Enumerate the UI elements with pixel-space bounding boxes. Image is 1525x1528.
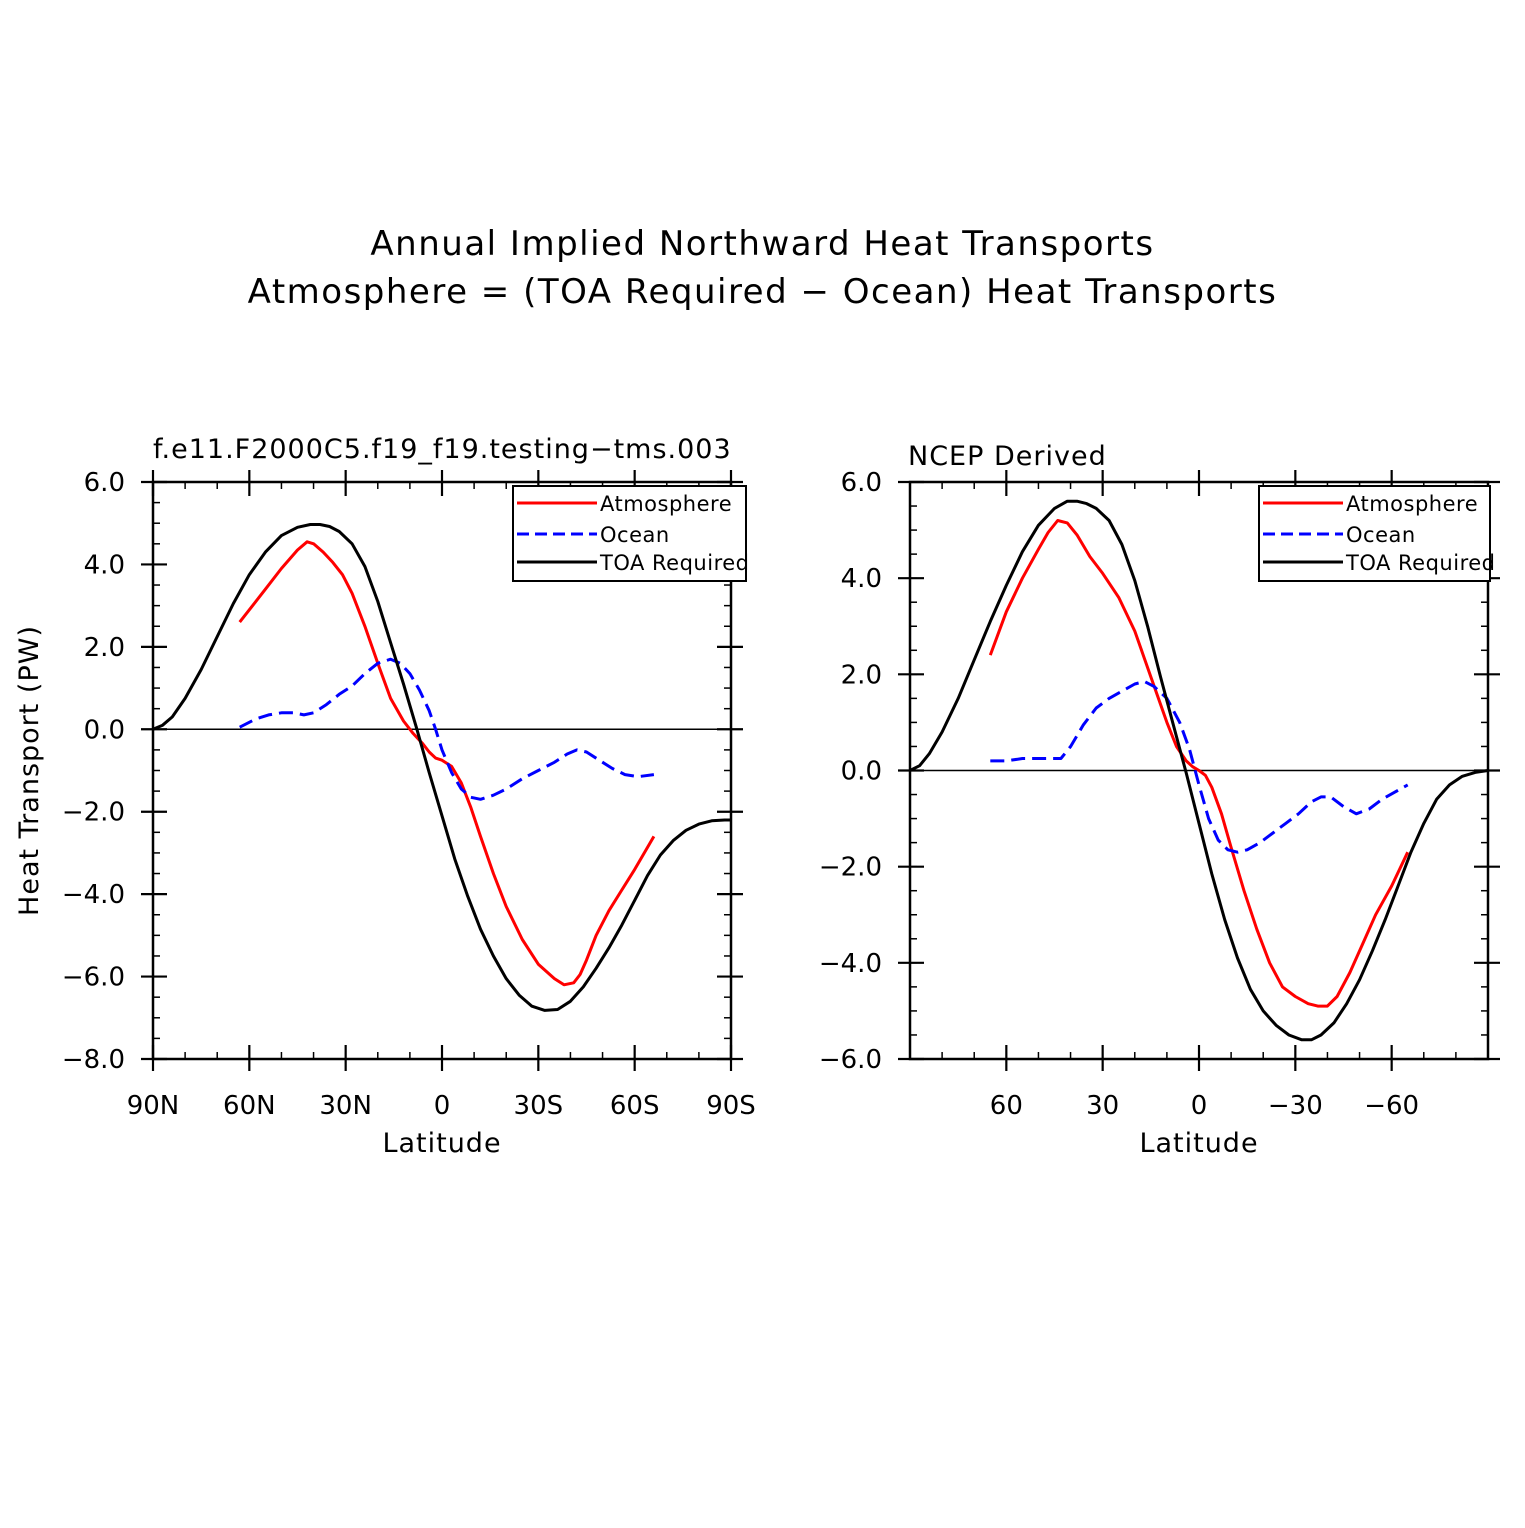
x-tick-label: 0 [1191, 1091, 1208, 1121]
series-line-atmosphere [988, 519, 1410, 1008]
y-tick-label: 0.0 [841, 757, 882, 787]
chart-title: NCEP Derived [908, 441, 1107, 472]
x-tick-label: −30 [1268, 1091, 1323, 1121]
series-line-toa-required [152, 523, 731, 1012]
y-tick-label: 4.0 [84, 550, 125, 580]
y-tick-label: 2.0 [84, 633, 125, 663]
legend-label: Ocean [1346, 523, 1416, 547]
series-line-atmosphere [238, 540, 656, 987]
series-line-ocean [990, 680, 1409, 854]
x-tick-label: 90S [706, 1091, 756, 1121]
x-axis-label: Latitude [1139, 1128, 1258, 1159]
y-tick-label: 6.0 [84, 468, 125, 498]
y-tick-label: −4.0 [819, 949, 882, 979]
chart-title: f.e11.F2000C5.f19_f19.testing−tms.003 [153, 434, 732, 465]
x-tick-label: 90N [127, 1091, 180, 1121]
legend-label: TOA Required [1345, 551, 1496, 575]
y-tick-label: −8.0 [62, 1045, 125, 1075]
series-line-ocean [239, 657, 655, 801]
figure-title-line-2: Atmosphere = (TOA Required − Ocean) Heat… [247, 272, 1278, 312]
series-line-toa-required [909, 499, 1489, 1042]
y-tick-label: 4.0 [841, 564, 882, 594]
figure-title-line-1: Annual Implied Northward Heat Transports [370, 224, 1155, 264]
x-tick-label: 60 [990, 1091, 1023, 1121]
legend-label: Atmosphere [600, 492, 732, 516]
x-tick-label: 0 [434, 1091, 451, 1121]
legend-label: Ocean [600, 523, 670, 547]
y-tick-label: 0.0 [84, 715, 125, 745]
x-tick-label: −60 [1364, 1091, 1419, 1121]
legend-label: Atmosphere [1346, 492, 1478, 516]
x-tick-label: 30N [319, 1091, 372, 1121]
legend-label: TOA Required [599, 551, 750, 575]
x-axis-label: Latitude [382, 1128, 501, 1159]
x-tick-label: 30S [514, 1091, 564, 1121]
y-tick-label: −6.0 [819, 1045, 882, 1075]
y-tick-label: 6.0 [841, 468, 882, 498]
y-tick-label: −4.0 [62, 880, 125, 910]
y-tick-label: −2.0 [62, 798, 125, 828]
y-axis-label: Heat Transport (PW) [14, 625, 45, 916]
y-tick-label: −6.0 [62, 963, 125, 993]
x-tick-label: 60S [610, 1091, 660, 1121]
y-tick-label: 2.0 [841, 660, 882, 690]
x-tick-label: 30 [1086, 1091, 1119, 1121]
y-tick-label: −2.0 [819, 853, 882, 883]
x-tick-label: 60N [223, 1091, 276, 1121]
